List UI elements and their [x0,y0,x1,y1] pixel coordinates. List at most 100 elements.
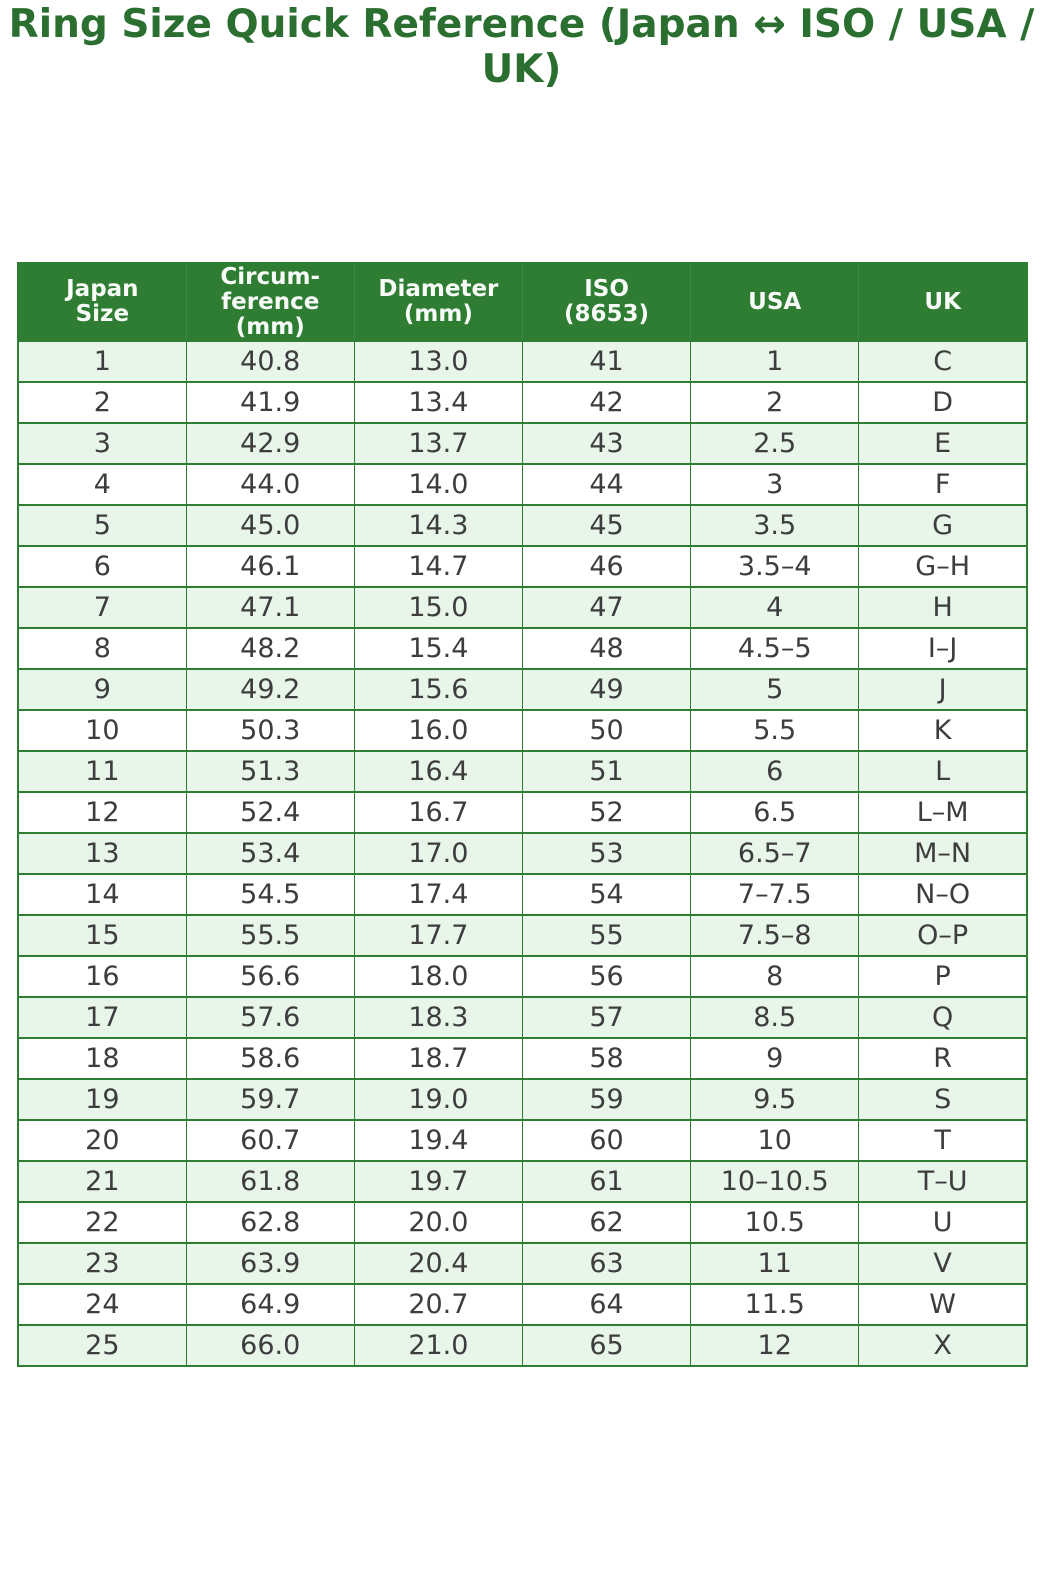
column-header-diameter-mm: Diameter (mm) [353,262,523,342]
cell-japan-size: 10 [17,709,187,753]
ring-size-table: Japan Size Circum- ference (mm) Diameter (… [17,262,1028,1368]
cell-circumference-mm: 49.2 [185,668,355,712]
table-row: 4 44.0 14.0 44 3 F [17,463,1028,507]
cell-circumference-mm: 66.0 [185,1324,355,1368]
cell-iso-8653: 44 [521,463,692,507]
cell-diameter-mm: 19.4 [353,1119,523,1163]
cell-iso-8653: 61 [521,1160,692,1204]
table-row: 7 47.1 15.0 47 4 H [17,586,1028,630]
cell-circumference-mm: 51.3 [185,750,355,794]
cell-iso-8653: 64 [521,1283,692,1327]
cell-usa: 3.5 [690,504,860,548]
cell-diameter-mm: 15.4 [353,627,523,671]
cell-iso-8653: 55 [521,914,692,958]
cell-uk: I–J [858,627,1028,671]
cell-uk: H [858,586,1028,630]
cell-diameter-mm: 17.7 [353,914,523,958]
cell-diameter-mm: 18.7 [353,1037,523,1081]
cell-circumference-mm: 41.9 [185,381,355,425]
cell-japan-size: 8 [17,627,187,671]
cell-diameter-mm: 16.7 [353,791,523,835]
cell-diameter-mm: 14.3 [353,504,523,548]
cell-circumference-mm: 48.2 [185,627,355,671]
cell-japan-size: 13 [17,832,187,876]
cell-diameter-mm: 17.4 [353,873,523,917]
table-row: 9 49.2 15.6 49 5 J [17,668,1028,712]
cell-iso-8653: 52 [521,791,692,835]
cell-diameter-mm: 13.7 [353,422,523,466]
cell-diameter-mm: 16.0 [353,709,523,753]
cell-japan-size: 24 [17,1283,187,1327]
cell-diameter-mm: 18.3 [353,996,523,1040]
cell-japan-size: 14 [17,873,187,917]
column-header-iso-8653: ISO (8653) [521,262,692,342]
table-row: 25 66.0 21.0 65 12 X [17,1324,1028,1368]
cell-uk: P [858,955,1028,999]
cell-usa: 10–10.5 [690,1160,860,1204]
cell-usa: 11.5 [690,1283,860,1327]
cell-diameter-mm: 15.0 [353,586,523,630]
cell-diameter-mm: 17.0 [353,832,523,876]
cell-circumference-mm: 54.5 [185,873,355,917]
cell-iso-8653: 58 [521,1037,692,1081]
cell-japan-size: 9 [17,668,187,712]
cell-japan-size: 20 [17,1119,187,1163]
table-row: 10 50.3 16.0 50 5.5 K [17,709,1028,753]
table-row: 12 52.4 16.7 52 6.5 L–M [17,791,1028,835]
table-row: 18 58.6 18.7 58 9 R [17,1037,1028,1081]
cell-usa: 3 [690,463,860,507]
cell-usa: 1 [690,340,860,384]
column-header-japan-size: Japan Size [17,262,187,342]
cell-japan-size: 3 [17,422,187,466]
cell-circumference-mm: 45.0 [185,504,355,548]
cell-japan-size: 12 [17,791,187,835]
cell-usa: 9 [690,1037,860,1081]
cell-uk: M–N [858,832,1028,876]
cell-iso-8653: 42 [521,381,692,425]
cell-diameter-mm: 16.4 [353,750,523,794]
cell-circumference-mm: 55.5 [185,914,355,958]
cell-uk: W [858,1283,1028,1327]
cell-uk: X [858,1324,1028,1368]
cell-iso-8653: 45 [521,504,692,548]
cell-circumference-mm: 44.0 [185,463,355,507]
cell-iso-8653: 63 [521,1242,692,1286]
cell-iso-8653: 49 [521,668,692,712]
cell-diameter-mm: 18.0 [353,955,523,999]
cell-usa: 8 [690,955,860,999]
cell-iso-8653: 46 [521,545,692,589]
cell-usa: 6.5 [690,791,860,835]
cell-usa: 10 [690,1119,860,1163]
cell-usa: 8.5 [690,996,860,1040]
table-row: 13 53.4 17.0 53 6.5–7 M–N [17,832,1028,876]
cell-uk: C [858,340,1028,384]
cell-japan-size: 19 [17,1078,187,1122]
cell-diameter-mm: 13.4 [353,381,523,425]
table-row: 5 45.0 14.3 45 3.5 G [17,504,1028,548]
cell-iso-8653: 48 [521,627,692,671]
cell-circumference-mm: 50.3 [185,709,355,753]
table-row: 22 62.8 20.0 62 10.5 U [17,1201,1028,1245]
cell-japan-size: 21 [17,1160,187,1204]
cell-japan-size: 25 [17,1324,187,1368]
cell-circumference-mm: 59.7 [185,1078,355,1122]
cell-uk: G [858,504,1028,548]
table-row: 11 51.3 16.4 51 6 L [17,750,1028,794]
cell-iso-8653: 43 [521,422,692,466]
cell-uk: J [858,668,1028,712]
cell-diameter-mm: 20.0 [353,1201,523,1245]
cell-usa: 10.5 [690,1201,860,1245]
table-row: 20 60.7 19.4 60 10 T [17,1119,1028,1163]
cell-usa: 3.5–4 [690,545,860,589]
table-row: 19 59.7 19.0 59 9.5 S [17,1078,1028,1122]
cell-iso-8653: 54 [521,873,692,917]
cell-circumference-mm: 64.9 [185,1283,355,1327]
cell-iso-8653: 57 [521,996,692,1040]
cell-usa: 4.5–5 [690,627,860,671]
cell-usa: 2.5 [690,422,860,466]
cell-iso-8653: 41 [521,340,692,384]
cell-diameter-mm: 15.6 [353,668,523,712]
cell-circumference-mm: 56.6 [185,955,355,999]
cell-usa: 12 [690,1324,860,1368]
cell-circumference-mm: 57.6 [185,996,355,1040]
